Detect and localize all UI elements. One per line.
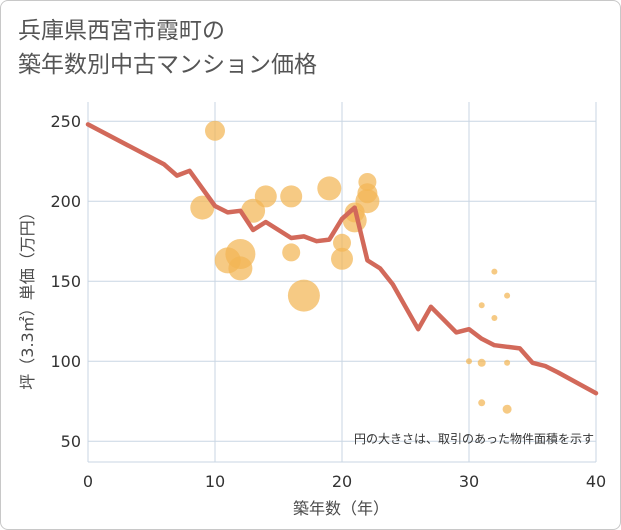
trend-layer — [85, 122, 599, 396]
x-tick-label: 30 — [459, 472, 479, 491]
chart-title: 兵庫県西宮市霞町の 築年数別中古マンション価格 — [18, 14, 317, 82]
y-tick-label: 200 — [50, 192, 81, 211]
data-bubble — [504, 359, 511, 366]
data-bubble — [355, 189, 380, 214]
data-bubble — [190, 195, 215, 220]
data-bubble — [466, 358, 472, 365]
data-bubble — [228, 256, 253, 281]
x-tick-label: 40 — [586, 472, 606, 491]
data-bubble — [478, 302, 485, 309]
chart-title-line-2: 築年数別中古マンション価格 — [18, 52, 317, 78]
tick-labels: 0 10 20 30 40 50 100 150 200 250 — [50, 112, 606, 491]
chart-title-line-1: 兵庫県西宮市霞町の — [18, 18, 225, 44]
x-tick-label: 10 — [205, 472, 225, 491]
x-tick-label: 20 — [332, 472, 352, 491]
data-bubble — [333, 233, 351, 252]
trend-line — [85, 122, 599, 396]
grid-lines — [87, 102, 597, 463]
bubble-layer — [190, 120, 512, 414]
x-axis-label: 築年数（年） — [293, 499, 389, 518]
y-tick-label: 250 — [50, 112, 81, 131]
x-tick-label: 0 — [83, 472, 93, 491]
y-tick-label: 150 — [50, 272, 81, 291]
data-bubble — [504, 292, 511, 299]
data-bubble — [502, 404, 512, 414]
data-bubble — [280, 185, 303, 208]
data-bubble — [478, 399, 486, 407]
size-note: 円の大きさは、取引のあった物件面積を示す — [354, 431, 594, 446]
data-bubble — [282, 243, 301, 262]
data-bubble — [287, 279, 320, 312]
data-bubble — [477, 358, 486, 367]
data-bubble — [254, 185, 277, 208]
data-bubble — [491, 268, 498, 275]
y-tick-label: 50 — [61, 432, 81, 451]
data-bubble — [205, 120, 225, 141]
y-axis-label: 坪（3.3㎡）単価（万円） — [18, 204, 37, 389]
data-bubble — [491, 315, 498, 321]
data-bubble — [331, 247, 353, 270]
data-bubble — [317, 176, 342, 201]
y-tick-label: 100 — [50, 352, 81, 371]
